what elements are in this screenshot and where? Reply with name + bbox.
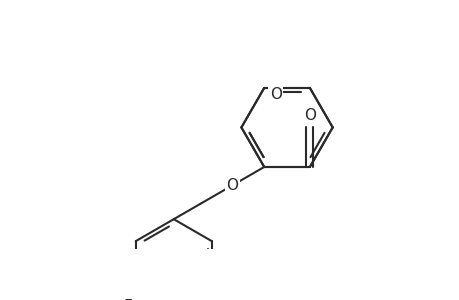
Text: O: O xyxy=(226,178,238,193)
Text: O: O xyxy=(303,108,315,123)
Text: F: F xyxy=(123,299,132,300)
Text: O: O xyxy=(269,87,281,102)
